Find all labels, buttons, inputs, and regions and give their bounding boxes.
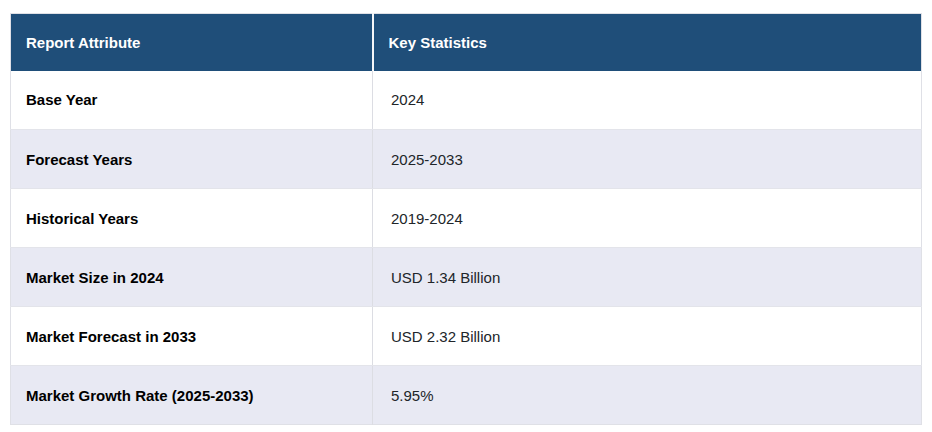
table-header-row: Report Attribute Key Statistics — [11, 14, 922, 71]
table-row: Forecast Years 2025-2033 — [11, 130, 922, 189]
row-value-market-size: USD 1.34 Billion — [373, 248, 922, 307]
table-row: Market Growth Rate (2025-2033) 5.95% — [11, 366, 922, 425]
row-value-base-year: 2024 — [373, 71, 922, 130]
row-value-market-forecast: USD 2.32 Billion — [373, 307, 922, 366]
row-attribute-forecast-years: Forecast Years — [11, 130, 373, 189]
row-attribute-base-year: Base Year — [11, 71, 373, 130]
table-row: Historical Years 2019-2024 — [11, 189, 922, 248]
row-value-forecast-years: 2025-2033 — [373, 130, 922, 189]
header-report-attribute: Report Attribute — [11, 14, 373, 71]
row-value-growth-rate: 5.95% — [373, 366, 922, 425]
page: Report Attribute Key Statistics Base Yea… — [0, 0, 932, 432]
table-row: Market Forecast in 2033 USD 2.32 Billion — [11, 307, 922, 366]
row-attribute-market-forecast: Market Forecast in 2033 — [11, 307, 373, 366]
row-attribute-market-size: Market Size in 2024 — [11, 248, 373, 307]
row-value-historical-years: 2019-2024 — [373, 189, 922, 248]
row-attribute-historical-years: Historical Years — [11, 189, 373, 248]
header-key-statistics: Key Statistics — [373, 14, 922, 71]
table-row: Market Size in 2024 USD 1.34 Billion — [11, 248, 922, 307]
table-row: Base Year 2024 — [11, 71, 922, 130]
row-attribute-growth-rate: Market Growth Rate (2025-2033) — [11, 366, 373, 425]
report-attributes-table: Report Attribute Key Statistics Base Yea… — [10, 13, 922, 425]
